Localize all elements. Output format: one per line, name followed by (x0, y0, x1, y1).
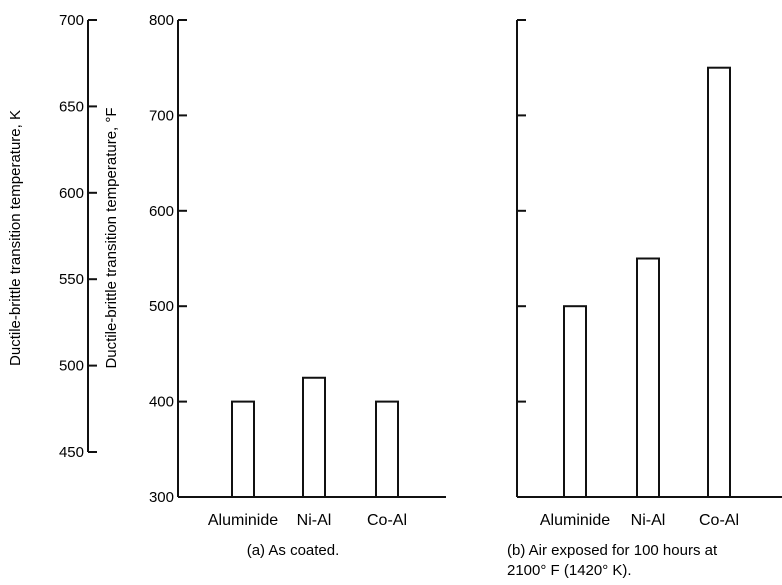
panel-b-category-label: Co-Al (699, 512, 739, 529)
fahrenheit-tick-label: 700 (149, 107, 174, 124)
panel-a-category-label: Ni-Al (297, 512, 332, 529)
fahrenheit-axis-title: Ductile-brittle transition temperature, … (103, 107, 120, 368)
panel-a-category-label: Aluminide (208, 512, 278, 529)
panel-a-bar-aluminide (231, 400, 255, 499)
fahrenheit-tick-label: 600 (149, 203, 174, 220)
panel-b-category-label: Ni-Al (631, 512, 666, 529)
kelvin-tick-label: 700 (59, 12, 84, 29)
fahrenheit-tick-label: 800 (149, 12, 174, 29)
panel-a-bar-ni-al (302, 376, 326, 498)
panel-b-caption-line1: (b) Air exposed for 100 hours at (507, 542, 718, 559)
panel-a-caption: (a) As coated. (247, 542, 340, 559)
panel-b-bar-aluminide (563, 305, 587, 499)
panel-a-bar-co-al (375, 400, 399, 499)
kelvin-tick-label: 600 (59, 185, 84, 202)
panel-a-category-label: Co-Al (367, 512, 407, 529)
kelvin-axis-title: Ductile-brittle transition temperature, … (7, 110, 24, 366)
fahrenheit-tick-label: 400 (149, 394, 174, 411)
kelvin-tick-label: 450 (59, 444, 84, 461)
panel-b-caption-line2: 2100° F (1420° K). (507, 562, 632, 579)
panel-b-bar-co-al (707, 66, 731, 498)
panel-b-bar-ni-al (636, 257, 660, 498)
kelvin-tick-label: 550 (59, 271, 84, 288)
fahrenheit-tick-label: 500 (149, 298, 174, 315)
fahrenheit-tick-label: 300 (149, 489, 174, 506)
kelvin-tick-label: 650 (59, 98, 84, 115)
kelvin-tick-label: 500 (59, 358, 84, 375)
panel-b-category-label: Aluminide (540, 512, 610, 529)
